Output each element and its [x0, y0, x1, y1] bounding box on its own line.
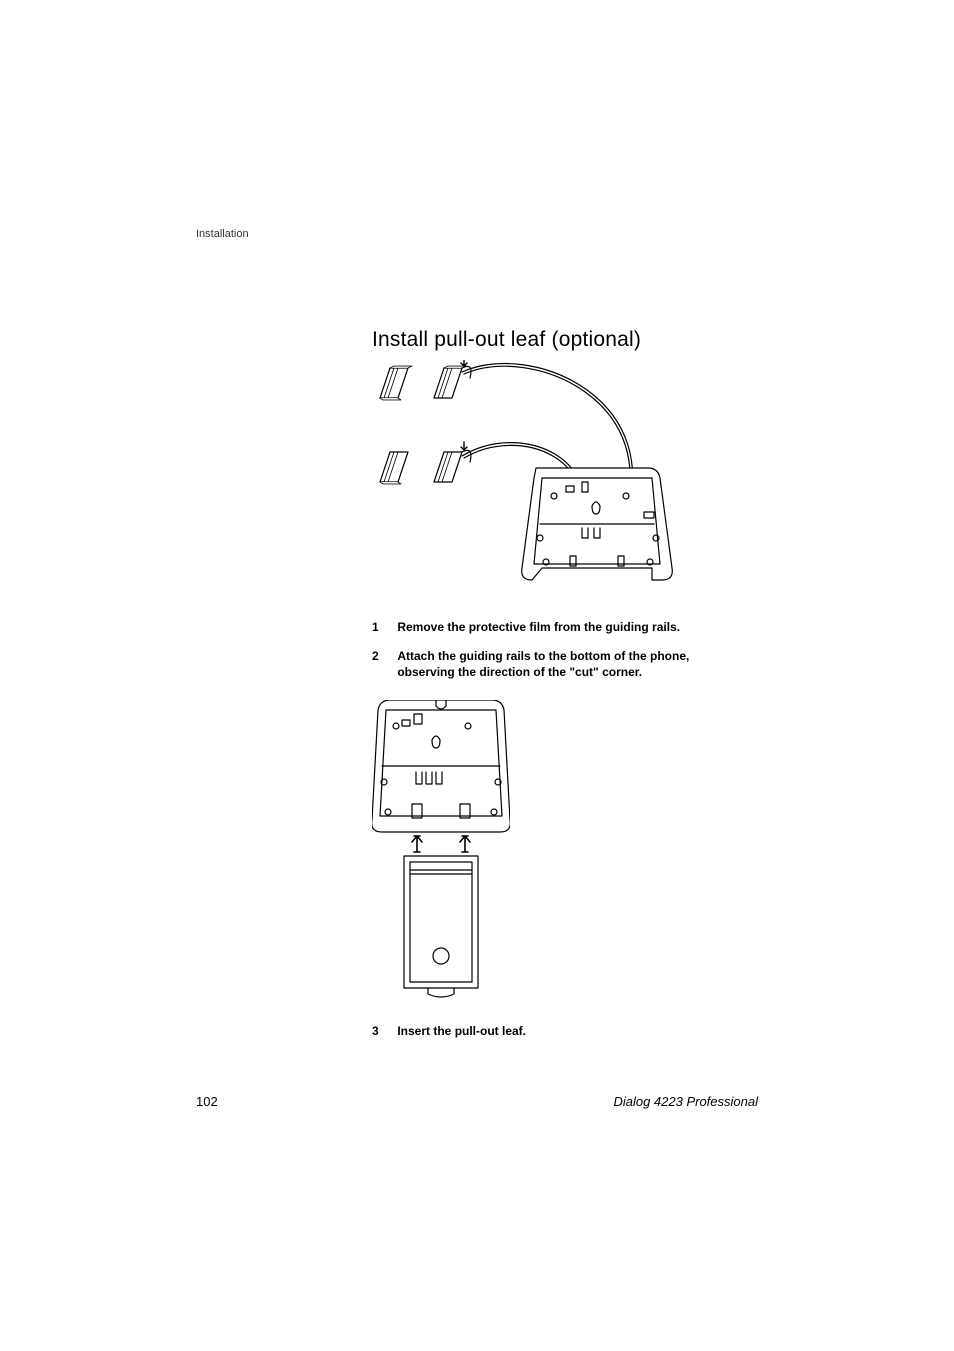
step-number: 3	[372, 1023, 394, 1039]
page-number: 102	[196, 1094, 218, 1109]
step-number: 2	[372, 648, 394, 664]
step-number: 1	[372, 619, 394, 635]
figure-insert-leaf	[372, 700, 510, 1000]
document-page: Installation Install pull-out leaf (opti…	[0, 0, 954, 1351]
step-2: 2 Attach the guiding rails to the bottom…	[372, 648, 742, 680]
step-text: Remove the protective film from the guid…	[397, 619, 737, 635]
step-3: 3 Insert the pull-out leaf.	[372, 1023, 742, 1039]
page-title: Install pull-out leaf (optional)	[372, 328, 641, 352]
footer-doc-title: Dialog 4223 Professional	[613, 1094, 758, 1109]
step-text: Insert the pull-out leaf.	[397, 1023, 737, 1039]
step-1: 1 Remove the protective film from the gu…	[372, 619, 742, 635]
section-header: Installation	[196, 228, 249, 240]
figure-install-rails	[372, 360, 682, 592]
step-text: Attach the guiding rails to the bottom o…	[397, 648, 737, 680]
